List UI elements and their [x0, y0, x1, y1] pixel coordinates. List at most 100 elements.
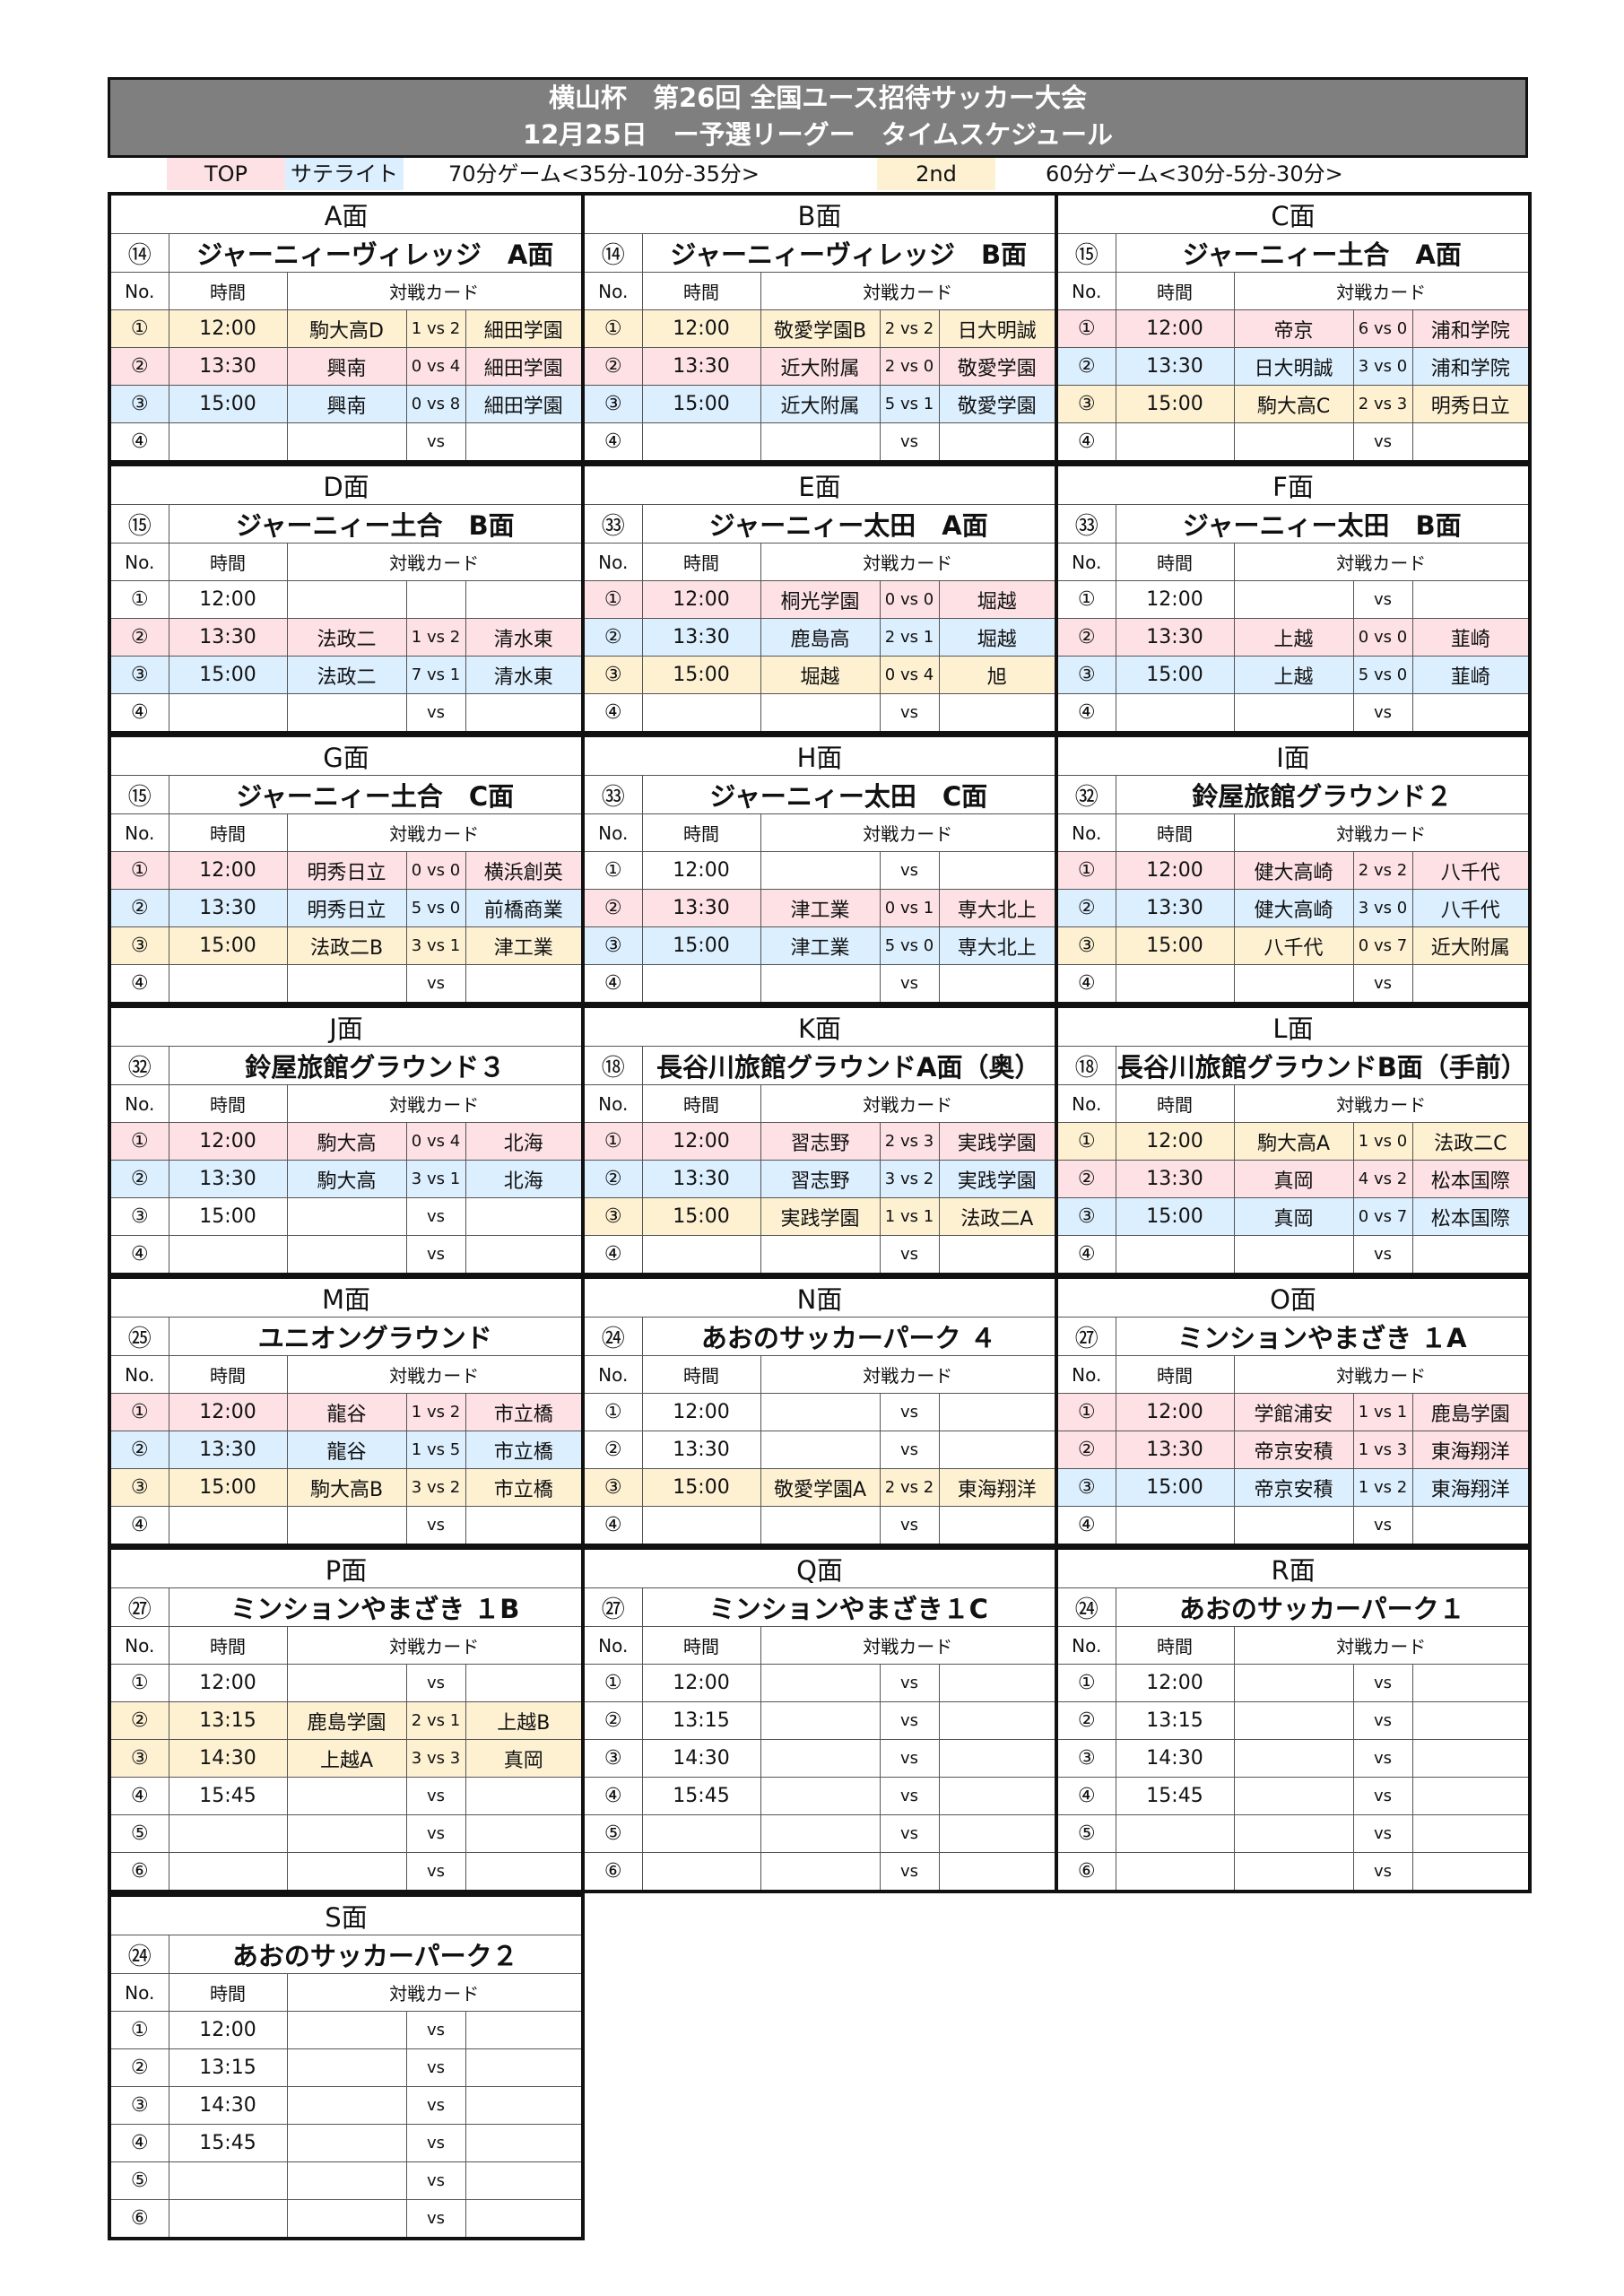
- match-row: ① 12:00 明秀日立 0 vs 0 横浜創英: [109, 851, 584, 890]
- match-number: ⑤: [109, 2161, 169, 2200]
- match-number: ①: [582, 1393, 643, 1431]
- score: vs: [1352, 580, 1413, 619]
- col-header-no: No.: [1055, 543, 1116, 581]
- score: 1 vs 1: [1352, 1393, 1413, 1431]
- away-team: 前橋商業: [465, 889, 584, 927]
- home-team: [1233, 1701, 1354, 1740]
- venue-name: ジャーニィー太田 B面: [1115, 504, 1531, 544]
- home-team: 真岡: [1233, 1197, 1354, 1236]
- score: vs: [1352, 1506, 1413, 1546]
- home-team: 津工業: [760, 926, 881, 965]
- match-row: ④ 15:45 vs: [109, 2124, 584, 2162]
- match-number: ③: [1055, 385, 1116, 423]
- home-team: [1233, 1235, 1354, 1275]
- match-row: ④ vs: [109, 693, 584, 734]
- match-row: ⑤ vs: [109, 2161, 584, 2200]
- home-team: 実践学園: [760, 1197, 881, 1236]
- col-header-time: 時間: [1115, 1084, 1235, 1123]
- match-row: ② 13:30 健大高崎 3 vs 0 八千代: [1055, 889, 1531, 927]
- match-row: ① 12:00 学館浦安 1 vs 1 鹿島学園: [1055, 1393, 1531, 1431]
- match-row: ③ 15:00 法政二 7 vs 1 清水東: [109, 656, 584, 694]
- away-team: [1411, 1235, 1531, 1275]
- col-header-match: 対戦カード: [286, 1355, 584, 1394]
- col-header-match: 対戦カード: [1233, 813, 1531, 852]
- away-team: [938, 1777, 1057, 1815]
- match-row: ② 13:30 津工業 0 vs 1 専大北上: [582, 889, 1057, 927]
- col-header-time: 時間: [1115, 543, 1235, 581]
- away-team: 北海: [465, 1160, 584, 1198]
- score: vs: [1352, 1701, 1413, 1740]
- away-team: [1411, 1664, 1531, 1702]
- score: vs: [405, 1235, 466, 1275]
- col-header-match: 対戦カード: [760, 272, 1057, 310]
- score: 2 vs 1: [405, 1701, 466, 1740]
- kickoff-time: [168, 1852, 288, 1892]
- home-team: [286, 2124, 407, 2162]
- away-team: 市立橋: [465, 1468, 584, 1507]
- kickoff-time: [168, 693, 288, 734]
- away-team: [938, 1506, 1057, 1546]
- match-row: ① 12:00 vs: [582, 1393, 1057, 1431]
- home-team: 鹿島高: [760, 618, 881, 657]
- match-number: ③: [582, 1739, 643, 1778]
- away-team: 真岡: [465, 1739, 584, 1778]
- match-row: ⑤ vs: [109, 1814, 584, 1853]
- away-team: [938, 1814, 1057, 1853]
- match-number: ③: [582, 1197, 643, 1236]
- kickoff-time: 15:45: [641, 1777, 761, 1815]
- away-team: 東海翔洋: [938, 1468, 1057, 1507]
- col-header-match: 対戦カード: [1233, 272, 1531, 310]
- score: 2 vs 3: [1352, 385, 1413, 423]
- venue-number: ㉗: [1055, 1317, 1116, 1356]
- field-block: B面 ⑭ ジャーニィーヴィレッジ B面 No. 時間 対戦カード ① 12:00 敬愛学園B 2 …: [581, 192, 1059, 464]
- col-header-time: 時間: [1115, 813, 1235, 852]
- home-team: [286, 1777, 407, 1815]
- home-team: [286, 964, 407, 1004]
- field-label: Q面: [582, 1547, 1057, 1588]
- match-row: ① 12:00 帝京 6 vs 0 浦和学院: [1055, 309, 1531, 348]
- home-team: 駒大高C: [1233, 385, 1354, 423]
- away-team: 市立橋: [465, 1431, 584, 1469]
- score: 6 vs 0: [1352, 309, 1413, 348]
- kickoff-time: 12:00: [168, 2011, 288, 2049]
- field-block: L面 ⑱ 長谷川旅館グラウンドB面（手前） No. 時間 対戦カード ① 12:00 駒大高A 1…: [1055, 1004, 1533, 1276]
- away-team: [938, 851, 1057, 890]
- score: vs: [405, 1506, 466, 1546]
- match-number: ④: [1055, 422, 1116, 463]
- venue-name: 鈴屋旅館グラウンド３: [168, 1046, 584, 1085]
- match-row: ③ 15:00 駒大高B 3 vs 2 市立橋: [109, 1468, 584, 1507]
- away-team: 堀越: [938, 618, 1057, 657]
- away-team: 法政二C: [1411, 1122, 1531, 1161]
- field-label: K面: [582, 1005, 1057, 1047]
- score: 1 vs 2: [405, 309, 466, 348]
- field-block: K面 ⑱ 長谷川旅館グラウンドA面（奥） No. 時間 対戦カード ① 12:00 習志野 2 v…: [581, 1004, 1058, 1276]
- home-team: [760, 1852, 881, 1892]
- kickoff-time: 12:00: [168, 1122, 288, 1161]
- home-team: [760, 1664, 881, 1702]
- match-row: ② 13:30 近大附属 2 vs 0 敬愛学園: [582, 347, 1057, 386]
- col-header-no: No.: [109, 813, 169, 852]
- kickoff-time: 15:00: [1115, 1197, 1235, 1236]
- kickoff-time: [1115, 693, 1235, 734]
- venue-number: ㉝: [582, 504, 643, 544]
- score: vs: [879, 422, 940, 463]
- venue-name: ジャーニィー土合 A面: [1115, 233, 1531, 273]
- away-team: 敬愛学園: [938, 385, 1057, 423]
- venue-name: 長谷川旅館グラウンドB面（手前）: [1115, 1046, 1531, 1085]
- col-header-match: 対戦カード: [760, 813, 1057, 852]
- match-row: ① 12:00 駒大高A 1 vs 0 法政二C: [1055, 1122, 1531, 1161]
- home-team: 桐光学園: [760, 580, 881, 619]
- venue-number: ㉝: [1055, 504, 1116, 544]
- home-team: 上越: [1233, 656, 1354, 694]
- col-header-match: 対戦カード: [286, 543, 584, 581]
- away-team: 松本国際: [1411, 1197, 1531, 1236]
- home-team: 敬愛学園A: [760, 1468, 881, 1507]
- home-team: [760, 1777, 881, 1815]
- match-number: ④: [1055, 964, 1116, 1004]
- kickoff-time: 13:15: [641, 1701, 761, 1740]
- away-team: 旭: [938, 656, 1057, 694]
- match-row: ④ 15:45 vs: [1055, 1777, 1531, 1815]
- match-number: ③: [109, 656, 169, 694]
